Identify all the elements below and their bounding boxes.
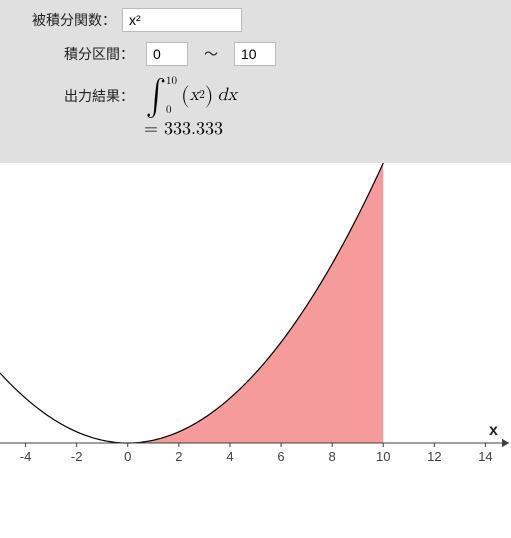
func-label: 被積分関数： [16,10,116,30]
rparen: ) [205,82,214,111]
lparen: ( [181,82,190,111]
x-tick-label: 4 [226,449,233,464]
integral-expression: ∫ 10 0 (x2) dx [144,76,237,116]
row-function: 被積分関数： [16,8,495,32]
upper-bound-input[interactable] [234,42,276,66]
x-tick-label: 0 [124,449,131,464]
interval-label: 積分区間： [16,44,134,64]
integral-symbol: ∫ [146,78,166,114]
x-tick-label: 6 [277,449,284,464]
x-tick-label: 8 [329,449,336,464]
x-tick-label: 12 [427,449,441,464]
x-tick-label: 2 [175,449,182,464]
result-math: ∫ 10 0 (x2) dx = 333.333 [144,76,237,141]
control-panel: 被積分関数： 積分区間： 〜 出力結果： ∫ 10 0 (x2) dx = 33… [0,0,511,163]
integral-chart: -4 -2 0 2 4 6 8 10 12 14 x [0,163,511,491]
x-axis-label: x [489,422,498,439]
result-label: 出力結果： [16,76,134,106]
integral-bounds: 10 0 [166,76,177,116]
x-tick-label: -2 [71,449,83,464]
x-axis-arrow [502,439,509,447]
tilde-separator: 〜 [204,44,218,64]
x-tick-label: 14 [478,449,492,464]
filled-area [128,163,384,443]
lower-bound: 0 [166,105,177,116]
result-value: 333.333 [164,120,223,138]
x-tick-label: 10 [376,449,390,464]
integrand-base: x [190,84,200,107]
func-input[interactable] [122,8,242,32]
lower-bound-input[interactable] [146,42,188,66]
x-tick-label: -4 [20,449,32,464]
upper-bound: 10 [166,76,177,87]
result-value-line: = 333.333 [144,118,237,141]
differential: dx [217,84,237,107]
row-result: 出力結果： ∫ 10 0 (x2) dx = 333.333 [16,76,495,141]
row-interval: 積分区間： 〜 [16,42,495,66]
